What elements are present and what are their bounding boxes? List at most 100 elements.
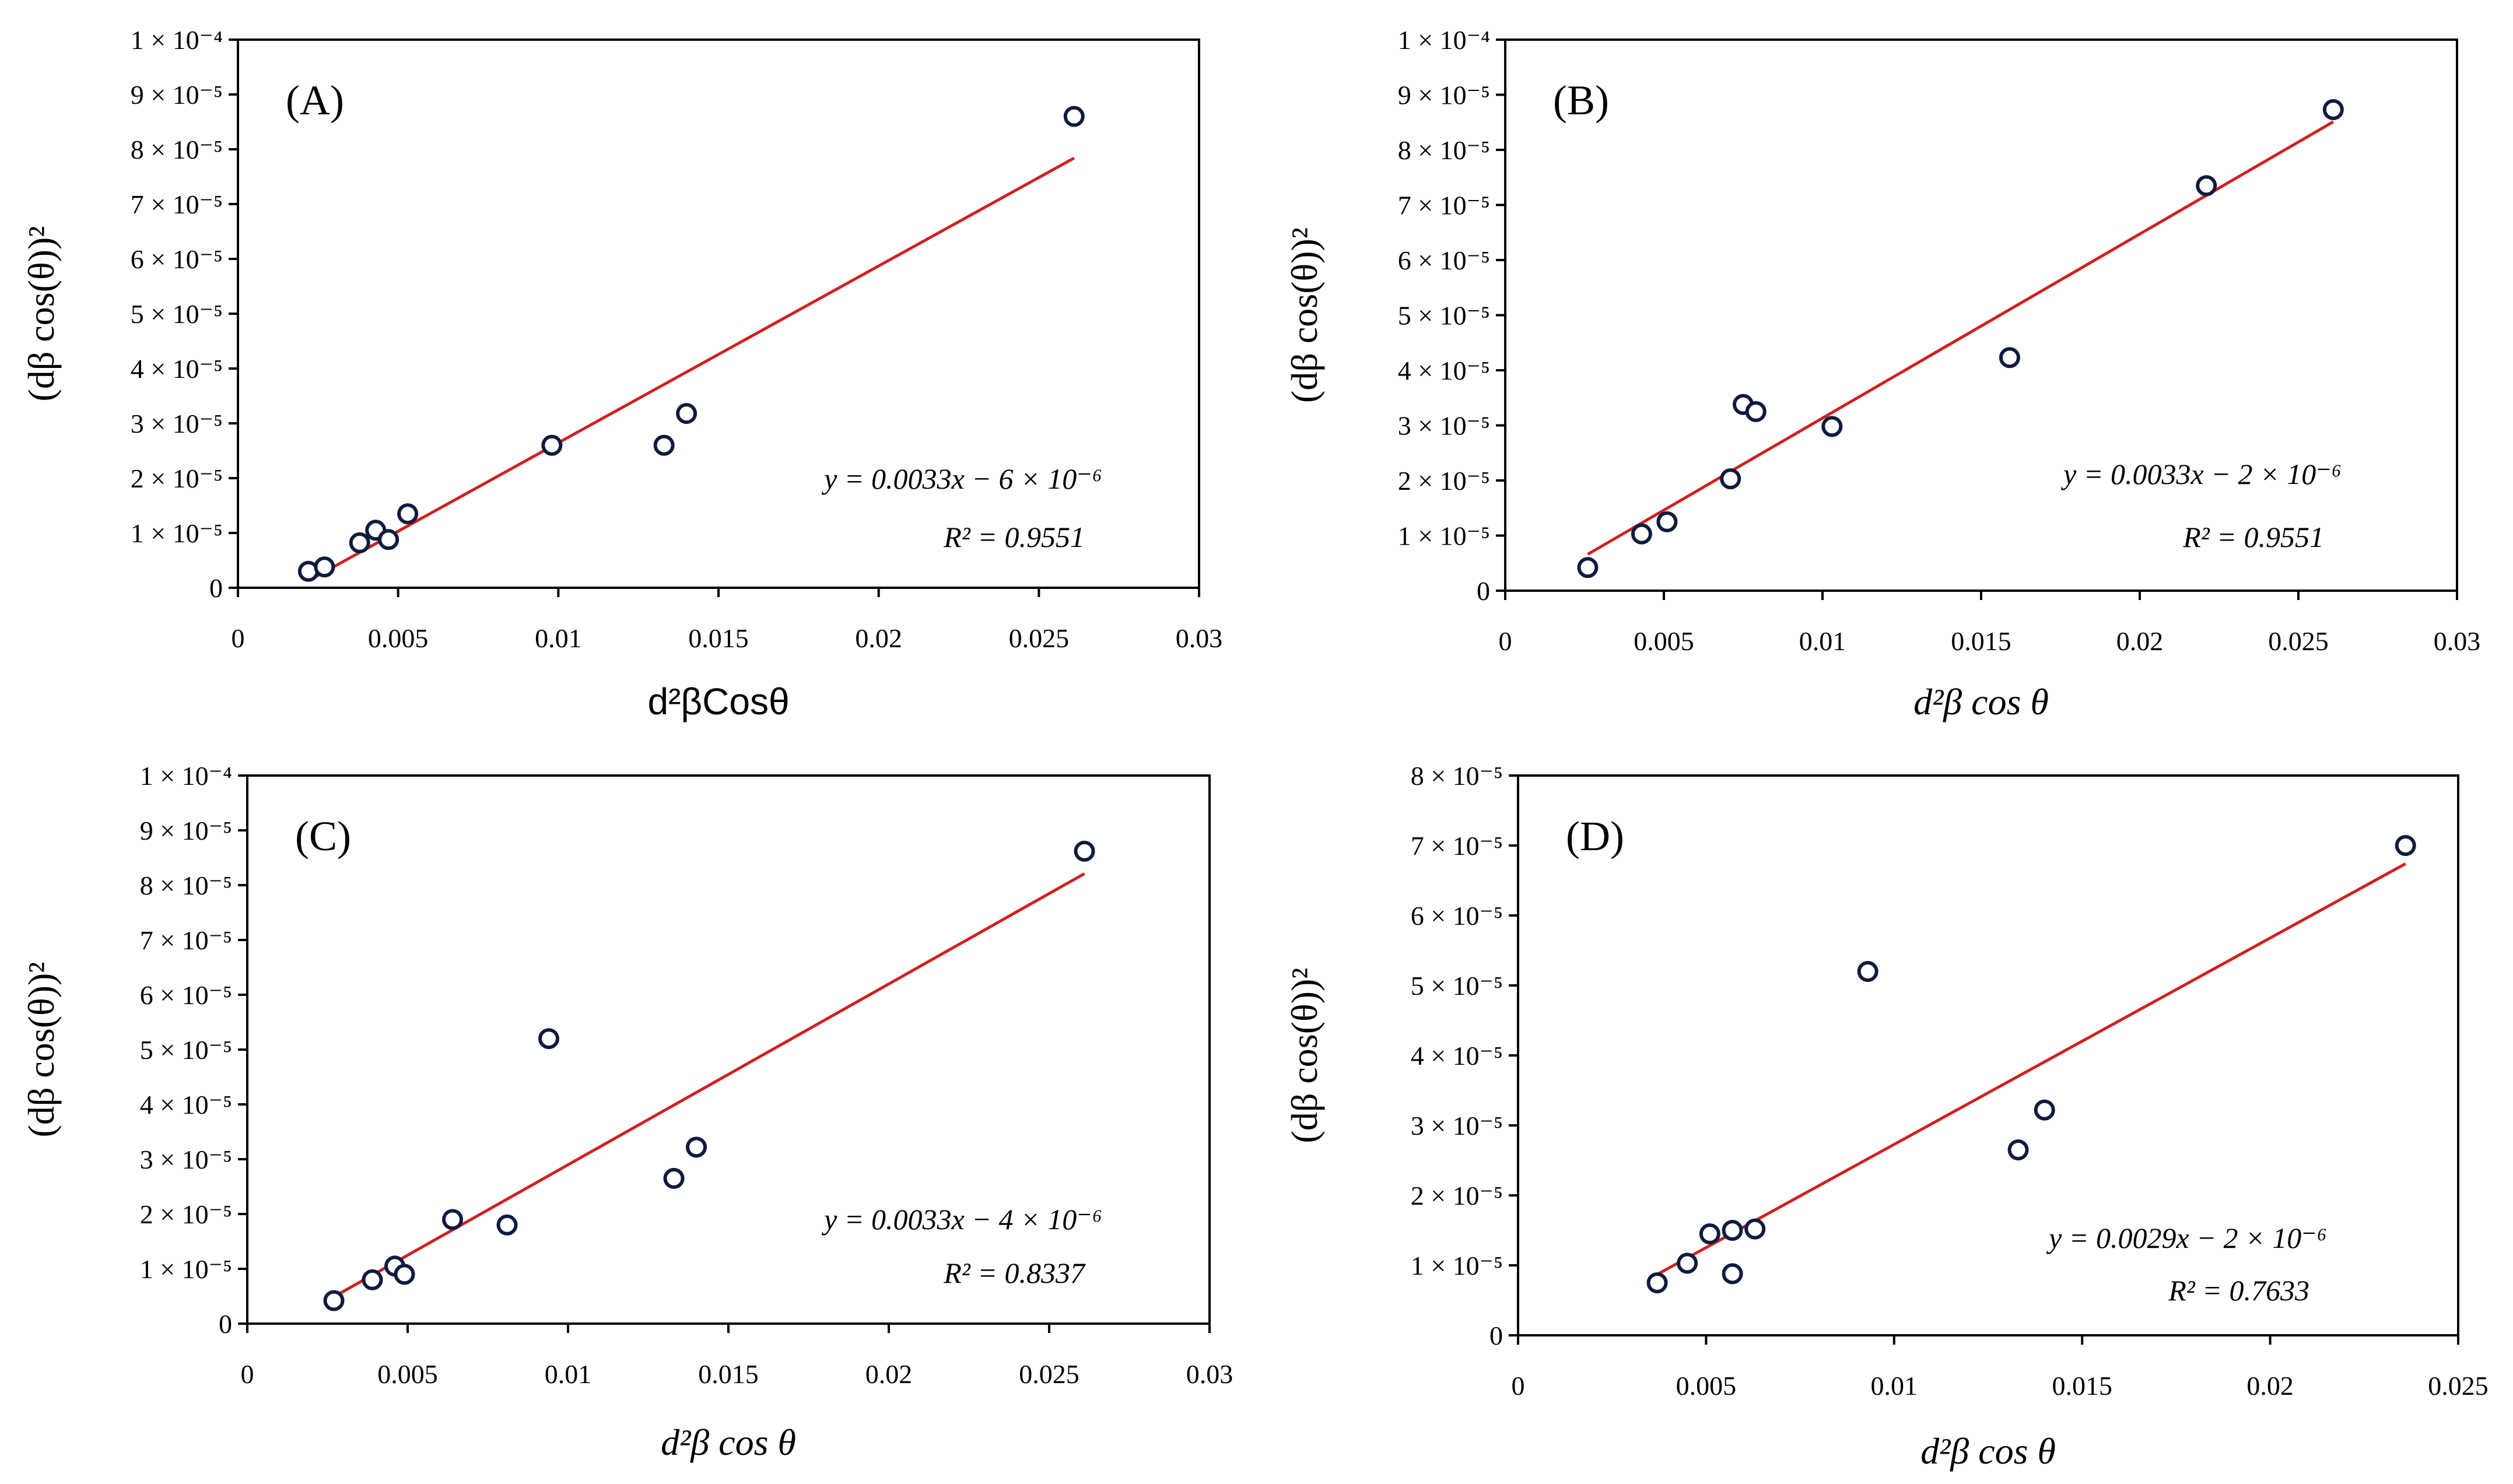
data-point-d — [1744, 1218, 1766, 1240]
data-point-d — [1857, 961, 1878, 982]
data-point-b — [1821, 416, 1843, 437]
data-point-d — [2007, 1139, 2029, 1160]
panel-d: 0 0.005 0.01 0.015 0.02 0.025 0 1 × 10⁻⁵ 2 × 10⁻… — [1284, 761, 2489, 1472]
panel-a: 0 0.005 0.01 0.015 0.02 0.025 0.03 0 1 × 10⁻⁵ 2 ×… — [20, 25, 1222, 722]
y-tick-label-d: 6 × 10⁻⁵ — [1411, 901, 1503, 931]
y-tick-label-c: 8 × 10⁻⁵ — [140, 871, 232, 900]
data-point-d — [1722, 1263, 1743, 1285]
data-point-b — [1656, 511, 1678, 532]
panel-label-c: (C) — [295, 813, 351, 859]
data-point-d — [1722, 1220, 1743, 1241]
y-tick-label-c: 0 — [219, 1309, 232, 1339]
data-point-c — [394, 1264, 415, 1285]
y-tick-label-c: 6 × 10⁻⁵ — [140, 980, 232, 1010]
trendline-d — [1656, 862, 2406, 1276]
y-tick-label-a: 9 × 10⁻⁵ — [131, 80, 223, 110]
y-axis-label-d: (dβ cos(θ))² — [1284, 968, 1325, 1143]
data-point-a — [349, 532, 370, 553]
panel-label-d: (D) — [1566, 813, 1624, 859]
y-tick-label-b: 5 × 10⁻⁵ — [1398, 301, 1490, 331]
fit-equation-c: y = 0.0033x − 4 × 10⁻⁶ — [821, 1203, 1102, 1236]
x-tick-label-d: 0.015 — [2052, 1371, 2112, 1401]
y-tick-label-c: 5 × 10⁻⁵ — [140, 1035, 232, 1065]
y-tick-label-a: 1 × 10⁻⁵ — [131, 518, 223, 548]
y-tick-label-a: 4 × 10⁻⁵ — [131, 354, 223, 384]
y-tick-label-a: 1 × 10⁻⁴ — [131, 25, 223, 55]
x-tick-label-a: 0 — [232, 623, 245, 653]
x-tick-label-c: 0 — [241, 1359, 254, 1389]
data-point-c — [538, 1028, 559, 1050]
data-point-d — [2034, 1099, 2055, 1121]
panel-label-b: (B) — [1553, 77, 1609, 124]
x-tick-label-b: 0.005 — [1634, 626, 1694, 656]
y-tick-label-d: 8 × 10⁻⁵ — [1411, 761, 1503, 791]
y-tick-label-d: 1 × 10⁻⁵ — [1411, 1251, 1503, 1280]
y-tick-label-c: 9 × 10⁻⁵ — [140, 816, 232, 846]
y-tick-label-a: 8 × 10⁻⁵ — [131, 135, 223, 164]
x-axis-label-d: d²β cos θ — [1920, 1430, 2056, 1472]
data-point-d — [1646, 1272, 1668, 1293]
y-tick-label-d: 4 × 10⁻⁵ — [1411, 1041, 1503, 1071]
y-tick-label-b: 3 × 10⁻⁵ — [1398, 411, 1490, 441]
fit-equation-d: y = 0.0029x − 2 × 10⁻⁶ — [2046, 1222, 2327, 1254]
y-tick-label-b: 8 × 10⁻⁵ — [1398, 135, 1490, 165]
y-tick-label-c: 1 × 10⁻⁵ — [140, 1254, 232, 1284]
data-point-a — [397, 503, 419, 525]
panel-b: 0 0.005 0.01 0.015 0.02 0.025 0.03 0 1 × 10⁻⁵ 2 ×… — [1284, 25, 2480, 722]
data-point-a — [676, 403, 698, 424]
x-tick-label-d: 0.01 — [1871, 1371, 1918, 1401]
x-tick-label-c: 0.025 — [1019, 1359, 1079, 1389]
y-tick-label-b: 0 — [1477, 576, 1490, 606]
x-tick-label-c: 0.02 — [865, 1359, 913, 1389]
data-point-d — [1699, 1223, 1720, 1244]
y-tick-label-c: 7 × 10⁻⁵ — [140, 925, 232, 955]
y-tick-label-b: 7 × 10⁻⁵ — [1398, 191, 1490, 220]
y-tick-label-c: 2 × 10⁻⁵ — [140, 1199, 232, 1229]
y-tick-label-d: 7 × 10⁻⁵ — [1411, 831, 1503, 861]
data-point-b — [1745, 401, 1767, 422]
data-point-c — [1074, 840, 1095, 862]
x-tick-label-b: 0.01 — [1799, 626, 1846, 656]
x-tick-label-a: 0.02 — [855, 623, 902, 653]
x-tick-label-b: 0.02 — [2116, 626, 2164, 656]
r-squared-a: R² = 0.9551 — [943, 521, 1085, 553]
y-tick-label-a: 2 × 10⁻⁵ — [131, 464, 223, 493]
data-point-c — [686, 1136, 707, 1158]
data-point-b — [1631, 523, 1652, 545]
y-tick-label-b: 1 × 10⁻⁵ — [1398, 521, 1490, 551]
y-tick-label-b: 9 × 10⁻⁵ — [1398, 80, 1490, 110]
panel-c: 0 0.005 0.01 0.015 0.02 0.025 0.03 0 1 × 10⁻⁵ 2 ×… — [20, 761, 1233, 1463]
x-tick-label-a: 0.015 — [688, 623, 749, 653]
data-point-b — [2196, 175, 2217, 197]
y-tick-label-a: 5 × 10⁻⁵ — [131, 299, 223, 329]
r-squared-c: R² = 0.8337 — [943, 1257, 1086, 1289]
data-point-a — [1063, 106, 1085, 127]
y-tick-label-a: 7 × 10⁻⁵ — [131, 190, 223, 219]
data-point-a — [653, 434, 675, 456]
x-tick-label-b: 0 — [1499, 626, 1512, 656]
y-tick-label-b: 6 × 10⁻⁵ — [1398, 245, 1490, 275]
x-tick-label-d: 0.005 — [1676, 1371, 1737, 1401]
y-tick-label-c: 4 × 10⁻⁵ — [140, 1090, 232, 1120]
data-point-a — [541, 434, 563, 456]
data-point-a — [314, 556, 335, 578]
r-squared-b: R² = 0.9551 — [2182, 521, 2324, 553]
data-point-c — [323, 1290, 345, 1311]
y-tick-label-d: 5 × 10⁻⁵ — [1411, 971, 1503, 1001]
trendline-a — [311, 156, 1075, 581]
x-axis-label-a: d²βCosθ — [647, 680, 789, 722]
y-tick-label-a: 0 — [209, 573, 223, 603]
data-point-b — [1720, 468, 1741, 490]
y-tick-label-c: 1 × 10⁻⁴ — [140, 761, 232, 791]
x-tick-label-c: 0.03 — [1186, 1359, 1233, 1389]
data-point-c — [663, 1167, 685, 1189]
y-tick-label-b: 4 × 10⁻⁵ — [1398, 356, 1490, 385]
data-point-c — [362, 1269, 383, 1290]
y-tick-label-b: 1 × 10⁻⁴ — [1398, 25, 1490, 55]
x-tick-label-a: 0.01 — [535, 623, 582, 653]
x-tick-label-b: 0.025 — [2268, 626, 2329, 656]
data-point-c — [496, 1214, 518, 1236]
x-tick-label-a: 0.025 — [1009, 623, 1070, 653]
x-tick-label-a: 0.005 — [368, 623, 429, 653]
